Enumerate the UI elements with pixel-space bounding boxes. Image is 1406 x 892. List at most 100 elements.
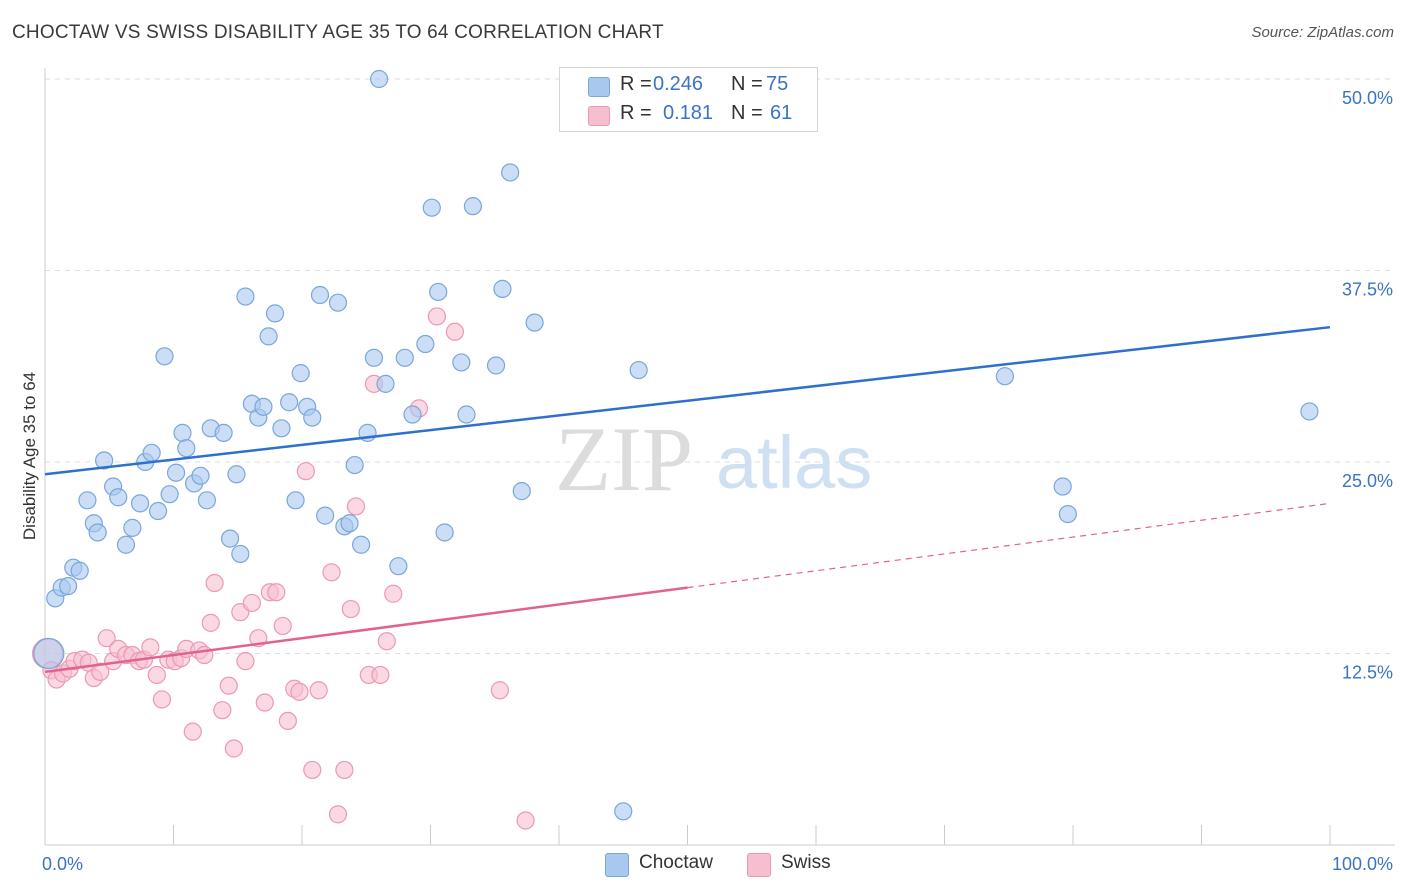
choctaw-point: [1058, 504, 1077, 524]
choctaw-point: [272, 419, 291, 438]
swiss-trend-line: [44, 586, 688, 674]
legend-n-label: N =: [731, 73, 763, 95]
x-tick-label: 0.0%: [42, 854, 83, 874]
choctaw-point: [265, 304, 285, 323]
legend-n-value: 61: [770, 102, 793, 124]
swiss-point: [242, 593, 261, 613]
choctaw-point: [191, 466, 210, 485]
choctaw-point: [291, 364, 310, 383]
y-tick-label: 12.5%: [1342, 663, 1393, 683]
choctaw-point: [316, 506, 335, 525]
swiss-point: [219, 676, 238, 695]
swiss-point: [183, 722, 202, 741]
choctaw-point: [303, 408, 322, 427]
swiss-point: [205, 573, 224, 593]
choctaw-point: [1053, 477, 1072, 496]
choctaw-point: [629, 360, 648, 380]
choctaw-point: [328, 293, 348, 312]
choctaw-point: [457, 405, 476, 424]
stats-legend: R = 0.246 N = 75 R = 0.181 N = 61: [559, 67, 818, 132]
y-tick-label: 50.0%: [1342, 88, 1393, 108]
choctaw-point: [512, 482, 531, 501]
choctaw-point: [614, 802, 633, 821]
choctaw-point: [197, 491, 217, 510]
swiss-swatch: [588, 106, 610, 126]
watermark-atlas: atlas: [716, 421, 872, 504]
swiss-point: [201, 613, 220, 632]
choctaw-point: [310, 285, 330, 305]
choctaw-point: [160, 485, 179, 504]
choctaw-point: [227, 465, 246, 484]
swiss-point: [296, 462, 315, 481]
swiss-point: [273, 616, 292, 636]
choctaw-point: [1300, 402, 1319, 421]
choctaw-swatch: [588, 77, 610, 97]
choctaw-point: [148, 501, 168, 521]
choctaw-point: [340, 514, 359, 533]
swiss-point: [213, 701, 232, 720]
swiss-point: [267, 583, 286, 602]
watermark-zip: ZIP: [555, 408, 693, 510]
source-note: Source: ZipAtlas.com: [1251, 24, 1394, 41]
choctaw-point: [220, 529, 240, 548]
choctaw-point: [416, 334, 435, 354]
swiss-point: [341, 599, 360, 619]
swiss-point: [152, 690, 172, 709]
choctaw-point: [525, 313, 544, 332]
legend-row-swiss: R = 0.181 N = 61: [560, 100, 817, 130]
choctaw-point: [70, 561, 89, 580]
choctaw-point: [214, 423, 233, 442]
choctaw-point: [452, 353, 471, 372]
legend-r-value: 0.246: [653, 73, 704, 95]
tick-labels: 12.5% 25.0% 37.5% 50.0% 0.0% 100.0%: [42, 88, 1393, 874]
choctaw-point: [33, 637, 65, 670]
choctaw-point: [109, 488, 128, 507]
swiss-point: [147, 665, 166, 685]
choctaw-point: [78, 491, 97, 510]
choctaw-point: [259, 327, 278, 346]
swiss-point: [322, 563, 341, 582]
swiss-trend-extension: [687, 502, 1331, 589]
axes-layer: [44, 68, 1395, 846]
swiss-point: [516, 811, 535, 830]
choctaw-point: [280, 393, 299, 412]
choctaw-point: [345, 455, 364, 475]
swiss-point: [377, 632, 396, 651]
choctaw-point: [166, 463, 186, 482]
swiss-point: [224, 739, 243, 758]
choctaw-point: [95, 451, 114, 470]
swiss-point: [445, 322, 465, 341]
legend-r-value: 0.181: [663, 102, 714, 124]
trend-lines: [44, 325, 1331, 674]
swiss-point: [141, 638, 160, 657]
choctaw-point: [123, 518, 142, 537]
swiss-point: [236, 652, 255, 671]
choctaw-point: [142, 443, 161, 462]
choctaw-point: [286, 491, 305, 510]
legend-n-value: 75: [766, 73, 789, 95]
choctaw-point: [88, 523, 107, 542]
choctaw-point: [130, 494, 150, 513]
choctaw-point: [376, 374, 395, 393]
swiss-point: [278, 711, 297, 731]
swiss-legend-swatch: [747, 853, 771, 877]
swiss-point: [255, 693, 274, 712]
swiss-point: [328, 805, 348, 824]
swiss-point: [427, 307, 447, 326]
y-tick-label: 37.5%: [1342, 280, 1393, 300]
choctaw-point: [236, 287, 255, 306]
swiss-point: [490, 681, 509, 700]
choctaw-point: [231, 544, 250, 564]
choctaw-trend-line: [44, 325, 1331, 476]
legend-r-label: R =: [620, 73, 652, 95]
choctaw-legend-label: Choctaw: [639, 852, 713, 873]
choctaw-point: [463, 197, 483, 216]
choctaw-point: [995, 367, 1014, 386]
choctaw-point: [116, 535, 136, 554]
swiss-point: [384, 584, 403, 603]
choctaw-point: [501, 163, 520, 182]
choctaw-point: [395, 348, 414, 367]
swiss-point: [97, 629, 116, 648]
choctaw-point: [364, 348, 384, 367]
